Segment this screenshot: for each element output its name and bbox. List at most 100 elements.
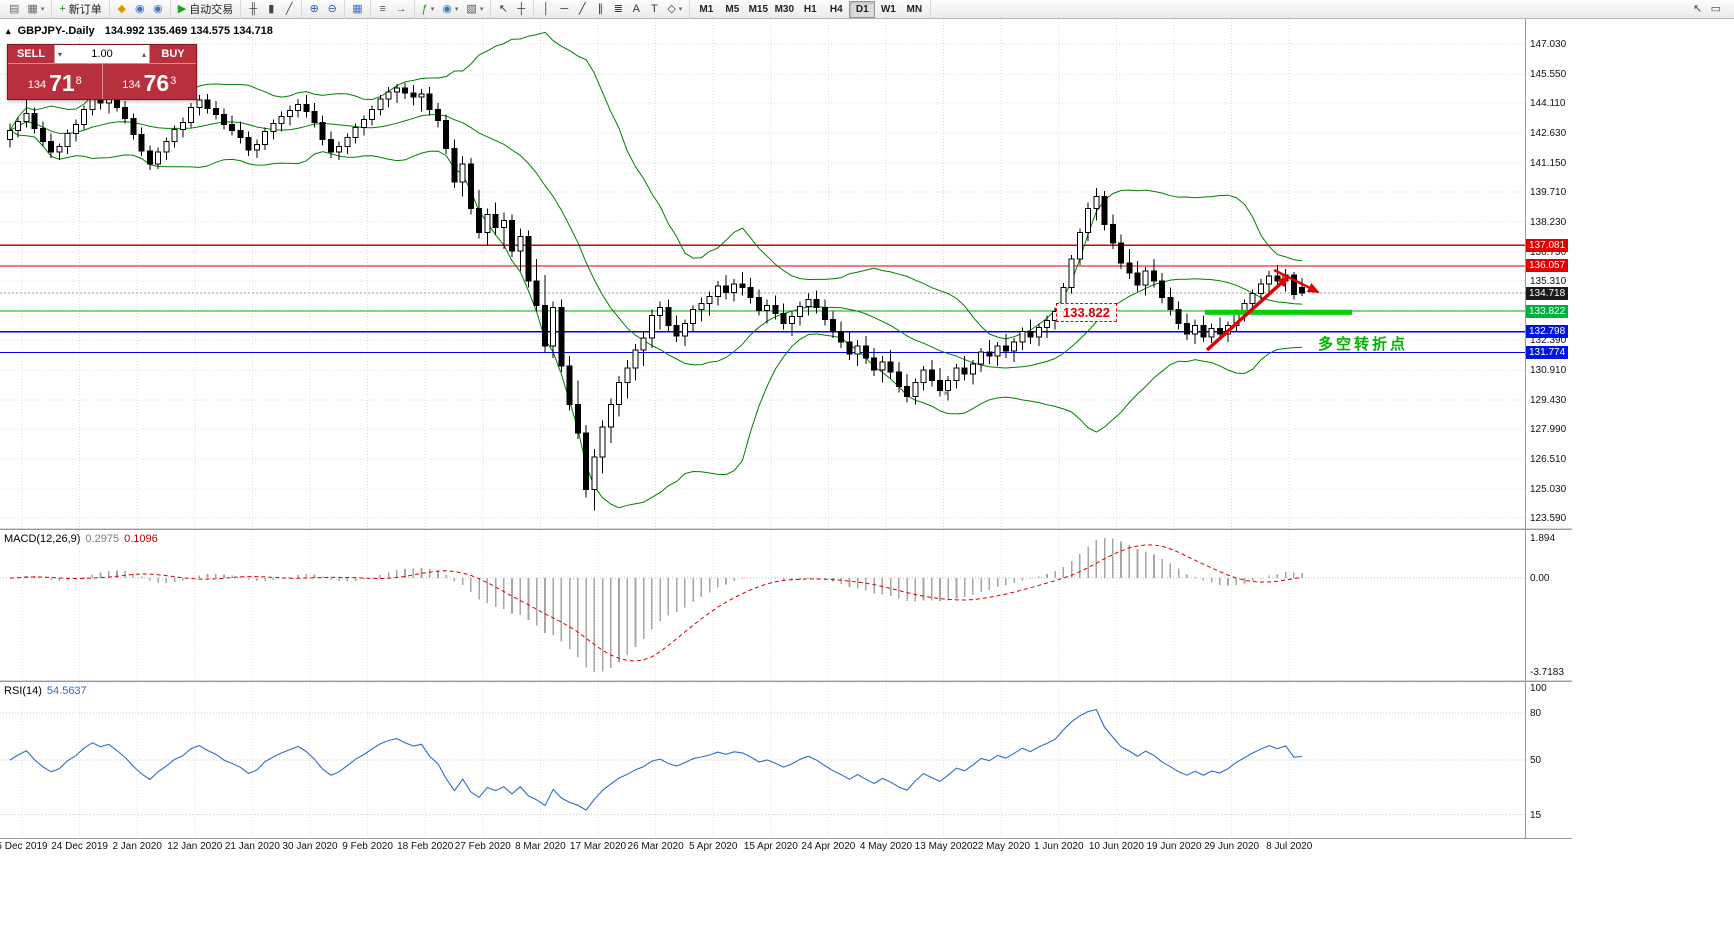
price-tick-label: 132.390 bbox=[1530, 335, 1567, 346]
chart-window[interactable]: * 147.030 145.550 144.110 142.630 141.150 139… bbox=[0, 19, 1734, 941]
text-button[interactable]: A bbox=[627, 1, 645, 18]
timeframe-h1[interactable]: H1 bbox=[803, 3, 817, 15]
rsi-panel[interactable] bbox=[0, 682, 1525, 838]
price-tick-label: 135.310 bbox=[1530, 276, 1567, 287]
chart-profiles-icon: ▦ bbox=[27, 2, 38, 15]
trendline-button[interactable]: ╱ bbox=[573, 1, 591, 18]
objects-group: │ ─ ╱ ∥ ≣ A T ◇ ▾ bbox=[534, 0, 691, 19]
right-toolbar: ↖ ▭ bbox=[1686, 0, 1728, 19]
timeframe-m30[interactable]: M30 bbox=[774, 3, 795, 15]
timeframe-m1[interactable]: M1 bbox=[699, 3, 714, 15]
periods-icon: ◉ bbox=[442, 2, 452, 15]
volume-stepper[interactable]: ▾ 1.00 ▴ bbox=[55, 45, 149, 63]
horizontal-line-icon: ─ bbox=[560, 2, 569, 15]
macd-panel[interactable] bbox=[0, 530, 1525, 680]
vertical-line-icon: │ bbox=[542, 2, 550, 15]
templates-button[interactable]: ▧ ▾ bbox=[462, 1, 487, 18]
chart-shift-icon: → bbox=[395, 2, 407, 15]
price-tick-label: 125.030 bbox=[1530, 483, 1567, 495]
pointer-button[interactable]: ↖ bbox=[1689, 1, 1707, 18]
price-chart[interactable]: * bbox=[0, 19, 1525, 528]
indicators-icon: ƒ bbox=[421, 2, 428, 15]
buy-price-fraction: 3 bbox=[170, 75, 177, 87]
price-tick-label: 139.710 bbox=[1530, 187, 1567, 198]
text-label-button[interactable]: T bbox=[645, 1, 663, 18]
new-chart-button[interactable]: ▤ bbox=[5, 1, 23, 18]
macd-axis-min: -3.7183 bbox=[1530, 667, 1564, 678]
cursor-button[interactable]: ↖ bbox=[494, 1, 512, 18]
news-button[interactable]: ◉ bbox=[131, 1, 149, 18]
date-tick-label: 22 May 2020 bbox=[972, 841, 1031, 852]
line-chart-type-button[interactable]: ╱ bbox=[280, 1, 298, 18]
support-zone-segment[interactable] bbox=[1205, 309, 1352, 315]
text-label-icon: T bbox=[650, 2, 658, 15]
periods-button[interactable]: ◉ ▾ bbox=[438, 1, 462, 18]
candlestick-type-icon: ▮ bbox=[268, 2, 275, 15]
price-level-label[interactable]: 133.822 bbox=[1056, 303, 1117, 322]
price-tick-label: 136.750 bbox=[1530, 246, 1567, 258]
panel-separator-rsi[interactable] bbox=[0, 680, 1572, 682]
chart-type-group: ╫ ▮ ╱ bbox=[241, 0, 303, 19]
volume-up-icon[interactable]: ▴ bbox=[141, 49, 146, 59]
new-chart-icon: ▤ bbox=[9, 2, 20, 15]
tile-windows-button[interactable]: ▦ bbox=[348, 1, 366, 18]
zoom-group: ⊕ ⊖ bbox=[302, 0, 346, 19]
panel-separator-macd[interactable] bbox=[0, 528, 1572, 530]
fibonacci-button[interactable]: ≣ bbox=[609, 1, 627, 18]
horizontal-lines-layer[interactable] bbox=[0, 244, 1525, 354]
timeframe-m5[interactable]: M5 bbox=[725, 3, 740, 15]
grid-layer bbox=[0, 19, 1525, 528]
volume-down-icon[interactable]: ▾ bbox=[58, 49, 63, 59]
arrows-button[interactable]: ◇ ▾ bbox=[663, 1, 686, 18]
timeframe-w1[interactable]: W1 bbox=[880, 3, 896, 15]
buy-price[interactable]: 134 76 3 bbox=[103, 64, 197, 99]
price-tick-label: 138.230 bbox=[1530, 216, 1567, 228]
annotation-text[interactable]: 多空转折点 bbox=[1318, 336, 1409, 353]
window-group: ▦ bbox=[345, 0, 371, 19]
candles-layer bbox=[7, 83, 1306, 511]
chart-profiles-button[interactable]: ▦ ▾ bbox=[23, 1, 48, 18]
price-tick-label: 129.430 bbox=[1530, 394, 1567, 406]
trend-arrow-2[interactable] bbox=[1273, 268, 1320, 294]
zoom-in-icon: ⊕ bbox=[309, 2, 319, 15]
timeframe-d1[interactable]: D1 bbox=[849, 0, 876, 18]
trend-arrow-1[interactable] bbox=[1205, 275, 1290, 352]
timeframe-mn[interactable]: MN bbox=[906, 3, 923, 15]
horizontal-line-button[interactable]: ─ bbox=[555, 1, 573, 18]
economic-calendar-icon: ◆ bbox=[117, 2, 126, 15]
pointer-icon: ↖ bbox=[1692, 2, 1703, 15]
price-tick-label: 123.590 bbox=[1530, 513, 1567, 524]
docked-window-button[interactable]: ▭ bbox=[1707, 1, 1725, 18]
buy-button[interactable]: BUY bbox=[149, 45, 196, 63]
zoom-in-button[interactable]: ⊕ bbox=[305, 1, 323, 18]
auto-trading-button[interactable]: ▶ 自动交易 bbox=[174, 1, 237, 18]
date-tick-label: 24 Apr 2020 bbox=[801, 841, 856, 852]
vertical-line-button[interactable]: │ bbox=[537, 1, 555, 18]
price-tick-label: 144.110 bbox=[1530, 98, 1566, 109]
chart-shift-button[interactable]: → bbox=[392, 1, 411, 18]
new-order-button[interactable]: + 新订单 bbox=[55, 1, 105, 18]
candlestick-type-button[interactable]: ▮ bbox=[262, 1, 280, 18]
timeframe-toolbar: M1 M5 M15 M30 H1 H4 D1 W1 MN bbox=[690, 0, 932, 19]
timeframe-m15[interactable]: M15 bbox=[748, 3, 769, 15]
sell-price[interactable]: 134 71 8 bbox=[8, 64, 103, 99]
auto-scroll-button[interactable]: ≡ bbox=[374, 1, 392, 18]
economic-calendar-button[interactable]: ◆ bbox=[113, 1, 131, 18]
one-click-collapse-icon[interactable]: ▴ bbox=[6, 26, 11, 36]
arrows-icon: ◇ bbox=[667, 2, 676, 15]
timeframe-h4[interactable]: H4 bbox=[829, 3, 843, 15]
indicators-button[interactable]: ƒ ▾ bbox=[418, 1, 439, 18]
date-tick-label: 15 Apr 2020 bbox=[743, 841, 798, 852]
equidistant-channel-button[interactable]: ∥ bbox=[591, 1, 609, 18]
crosshair-button[interactable]: ┼ bbox=[512, 1, 530, 18]
bar-chart-type-button[interactable]: ╫ bbox=[244, 1, 262, 18]
docked-window-icon: ▭ bbox=[1710, 2, 1721, 15]
sell-button[interactable]: SELL bbox=[8, 45, 55, 63]
volume-value[interactable]: 1.00 bbox=[91, 48, 113, 60]
autotrade-group: ▶ 自动交易 bbox=[171, 0, 242, 19]
community-button[interactable]: ◉ bbox=[149, 1, 167, 18]
rsi-axis-label: 80 bbox=[1530, 708, 1542, 720]
zoom-out-button[interactable]: ⊖ bbox=[323, 1, 341, 18]
price-tick-label: 147.030 bbox=[1530, 39, 1567, 50]
price-tick-label: 127.990 bbox=[1530, 424, 1567, 435]
